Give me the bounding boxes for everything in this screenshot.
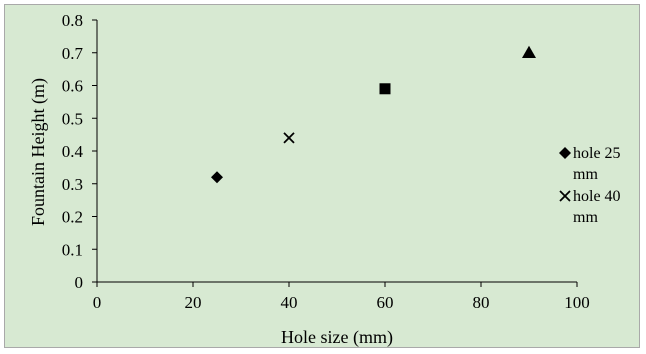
data-point-triangle bbox=[522, 45, 536, 58]
legend-label: hole 25 bbox=[573, 145, 621, 162]
x-tick-label: 60 bbox=[377, 293, 394, 312]
legend: hole 25 mm hole 40 mm bbox=[559, 145, 621, 226]
legend-marker-x bbox=[559, 190, 571, 202]
x-tick-label: 80 bbox=[473, 293, 490, 312]
legend-label: mm bbox=[573, 209, 598, 226]
x-tick-label: 100 bbox=[564, 293, 590, 312]
y-tick-label: 0.2 bbox=[62, 208, 83, 227]
y-tick-label: 0 bbox=[75, 273, 84, 292]
y-tick-label: 0.8 bbox=[62, 11, 83, 30]
x-tick-label: 40 bbox=[281, 293, 298, 312]
axes: 0 0.1 0.2 0.3 0.4 0.5 0.6 0.7 0.8 0 20 40 60 80 100 bbox=[62, 11, 590, 312]
data-point-x bbox=[283, 132, 295, 144]
data-point-diamond bbox=[211, 171, 223, 184]
legend-entry: hole 25 mm bbox=[559, 145, 621, 183]
legend-marker-diamond bbox=[559, 147, 571, 159]
y-axis-title: Fountain Height (m) bbox=[28, 78, 49, 226]
legend-label: mm bbox=[573, 166, 598, 183]
y-tick-label: 0.1 bbox=[62, 240, 83, 259]
x-tick-label: 20 bbox=[185, 293, 202, 312]
y-tick-label: 0.6 bbox=[62, 77, 83, 96]
y-tick-label: 0.5 bbox=[62, 109, 83, 128]
chart-area bbox=[4, 4, 640, 348]
legend-label: hole 40 bbox=[573, 188, 621, 205]
legend-entry: hole 40 mm bbox=[559, 188, 621, 226]
y-tick-label: 0.3 bbox=[62, 175, 83, 194]
x-tick-label: 0 bbox=[93, 293, 102, 312]
data-points bbox=[211, 45, 536, 184]
y-tick-label: 0.7 bbox=[62, 44, 84, 63]
y-tick-label: 0.4 bbox=[62, 142, 84, 161]
x-axis-title: Hole size (mm) bbox=[281, 327, 393, 348]
data-point-square bbox=[379, 83, 391, 95]
